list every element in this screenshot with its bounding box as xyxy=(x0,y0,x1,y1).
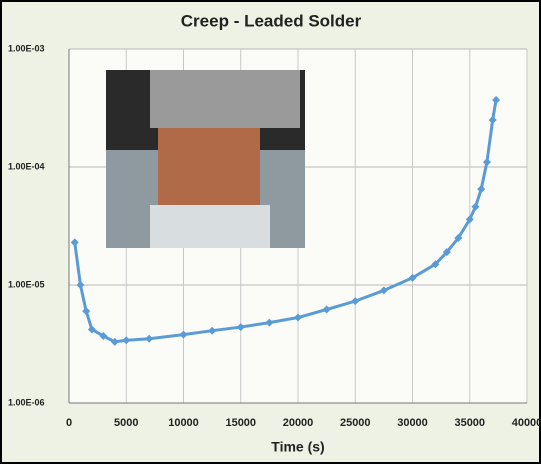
inset-photo xyxy=(106,70,305,248)
data-point xyxy=(465,215,474,224)
data-point xyxy=(454,234,463,243)
data-point xyxy=(70,238,79,247)
y-tick-label: 1.00E-04 xyxy=(8,161,45,171)
data-point xyxy=(477,185,486,194)
data-point xyxy=(99,331,108,340)
data-point xyxy=(87,325,96,334)
y-tick-label: 1.00E-05 xyxy=(8,279,45,289)
data-point xyxy=(82,307,91,316)
x-tick-label: 0 xyxy=(66,417,72,429)
y-tick-label: 1.00E-03 xyxy=(8,43,45,53)
data-point xyxy=(76,281,85,289)
data-point xyxy=(482,158,491,167)
data-point xyxy=(265,318,274,327)
y-tick-label: 1.00E-06 xyxy=(8,397,45,407)
x-tick-label: 5000 xyxy=(114,417,138,429)
data-point xyxy=(408,273,417,282)
data-point xyxy=(492,95,501,104)
data-point xyxy=(145,334,154,343)
photo-fixture xyxy=(150,70,300,128)
chart-title: Creep - Leaded Solder xyxy=(181,11,362,30)
data-point xyxy=(236,323,245,332)
x-tick-label: 25000 xyxy=(340,417,371,429)
data-point xyxy=(208,326,217,335)
data-point xyxy=(122,336,131,345)
data-point xyxy=(110,337,119,346)
data-point xyxy=(294,313,302,322)
data-point xyxy=(471,202,480,211)
x-tick-label: 30000 xyxy=(397,417,428,429)
x-tick-label: 35000 xyxy=(454,417,485,429)
photo-sample xyxy=(158,128,260,208)
data-point xyxy=(488,116,497,125)
x-axis-label: Time (s) xyxy=(271,439,324,455)
data-point xyxy=(351,297,360,306)
data-point xyxy=(431,260,440,269)
photo-clamp xyxy=(150,205,270,248)
data-point xyxy=(322,305,331,314)
data-point xyxy=(442,248,451,257)
x-tick-label: 40000 xyxy=(512,417,541,429)
x-tick-label: 10000 xyxy=(168,417,199,429)
x-tick-label: 20000 xyxy=(283,417,314,429)
data-point xyxy=(379,286,388,295)
data-point xyxy=(179,330,188,339)
x-tick-label: 15000 xyxy=(225,417,256,429)
